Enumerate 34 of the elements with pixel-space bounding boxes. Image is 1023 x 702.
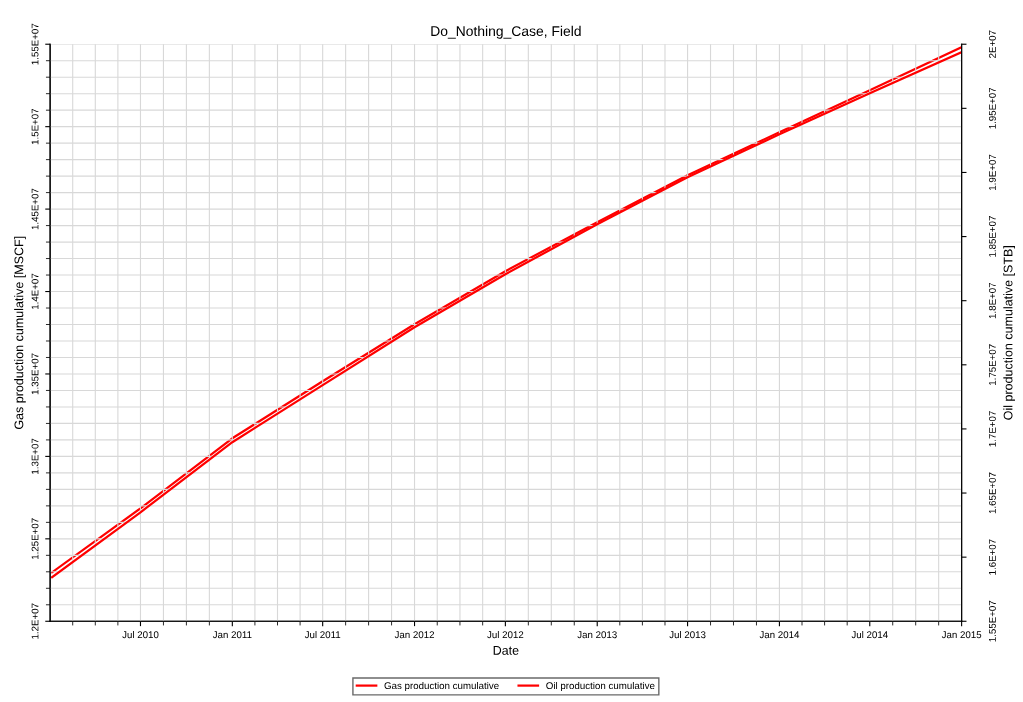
x-tick-label: Jan 2012 bbox=[394, 631, 435, 639]
x-tick-label: Jan 2011 bbox=[212, 631, 252, 639]
x-tick-label: Jul 2014 bbox=[851, 630, 888, 639]
chart-title: Do_Nothing_Case, Field bbox=[431, 25, 581, 39]
y2-tick-label: 2E+07 bbox=[988, 30, 996, 58]
x-tick-label: Jul 2012 bbox=[487, 630, 524, 639]
y-axis-title: Gas production cumulative [MSCF] bbox=[14, 236, 26, 430]
x-axis-title: Date bbox=[493, 646, 519, 655]
y2-axis-title: Oil production cumulative [STB] bbox=[1003, 246, 1015, 420]
y-tick-label: 1.3E+07 bbox=[31, 438, 39, 474]
y2-tick-label: 1.7E+07 bbox=[988, 411, 996, 447]
x-tick-label: Jan 2013 bbox=[577, 631, 617, 639]
x-tick-label: Jul 2013 bbox=[669, 630, 706, 639]
y2-tick-label: 1.95E+07 bbox=[988, 87, 996, 129]
y2-tick-label: 1.65E+07 bbox=[988, 472, 996, 514]
y-tick-label: 1.4E+07 bbox=[31, 273, 39, 310]
legend-label: Gas production cumulative bbox=[384, 681, 499, 692]
y-tick-label: 1.2E+07 bbox=[31, 603, 39, 639]
x-tick-label: Jul 2010 bbox=[122, 630, 159, 639]
x-tick-label: Jan 2014 bbox=[759, 631, 800, 639]
y-tick-label: 1.5E+07 bbox=[31, 108, 39, 145]
x-tick-label: Jul 2011 bbox=[304, 630, 341, 639]
legend-label: Oil production cumulative bbox=[546, 681, 655, 692]
y2-tick-label: 1.6E+07 bbox=[988, 539, 996, 575]
y-tick-label: 1.45E+07 bbox=[31, 188, 39, 230]
y2-tick-label: 1.75E+07 bbox=[988, 344, 996, 386]
y2-tick-label: 1.9E+07 bbox=[988, 154, 996, 190]
y-tick-label: 1.25E+07 bbox=[31, 518, 39, 560]
y2-tick-label: 1.85E+07 bbox=[988, 216, 996, 257]
y-tick-label: 1.35E+07 bbox=[31, 353, 39, 395]
y2-tick-label: 1.8E+07 bbox=[988, 282, 996, 319]
x-tick-label: Jan 2015 bbox=[941, 631, 982, 639]
y2-tick-label: 1.55E+07 bbox=[988, 600, 996, 642]
y-tick-label: 1.55E+07 bbox=[31, 23, 39, 65]
